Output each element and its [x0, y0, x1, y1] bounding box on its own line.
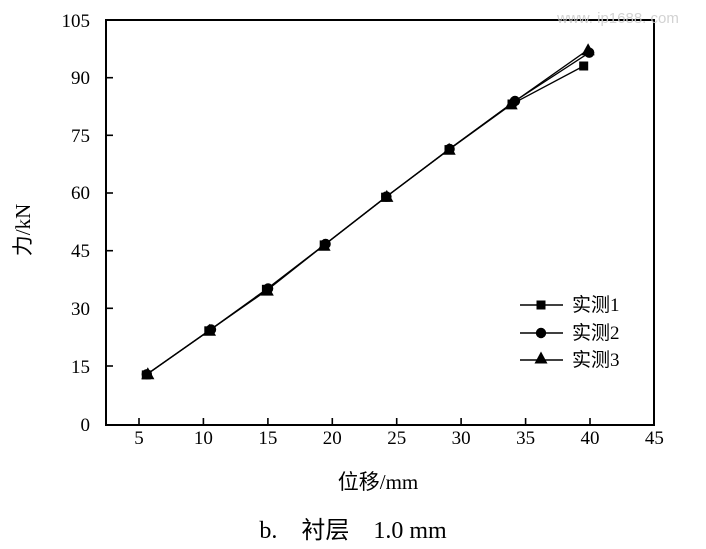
svg-text:25: 25: [387, 428, 406, 449]
svg-text:105: 105: [62, 11, 91, 32]
svg-text:45: 45: [645, 428, 664, 449]
svg-text:0: 0: [81, 415, 91, 436]
svg-text:15: 15: [71, 357, 90, 378]
svg-text:5: 5: [134, 428, 144, 449]
svg-text:www. ip1688. com: www. ip1688. com: [556, 10, 679, 27]
svg-text:实测3: 实测3: [572, 349, 620, 371]
svg-text:35: 35: [516, 428, 535, 449]
svg-text:20: 20: [323, 428, 342, 449]
svg-text:30: 30: [71, 299, 90, 320]
svg-text:40: 40: [581, 428, 600, 449]
svg-text:力/kN: 力/kN: [11, 204, 35, 257]
svg-text:实测1: 实测1: [572, 294, 620, 316]
svg-text:b. 衬层 1.0 mm: b. 衬层 1.0 mm: [259, 517, 447, 544]
svg-text:实测2: 实测2: [572, 322, 620, 344]
svg-text:45: 45: [71, 241, 90, 262]
svg-text:位移/mm: 位移/mm: [338, 470, 419, 494]
svg-text:90: 90: [71, 68, 90, 89]
svg-text:15: 15: [258, 428, 277, 449]
svg-text:60: 60: [71, 183, 90, 204]
svg-text:30: 30: [452, 428, 471, 449]
svg-text:10: 10: [194, 428, 213, 449]
svg-text:75: 75: [71, 126, 90, 147]
